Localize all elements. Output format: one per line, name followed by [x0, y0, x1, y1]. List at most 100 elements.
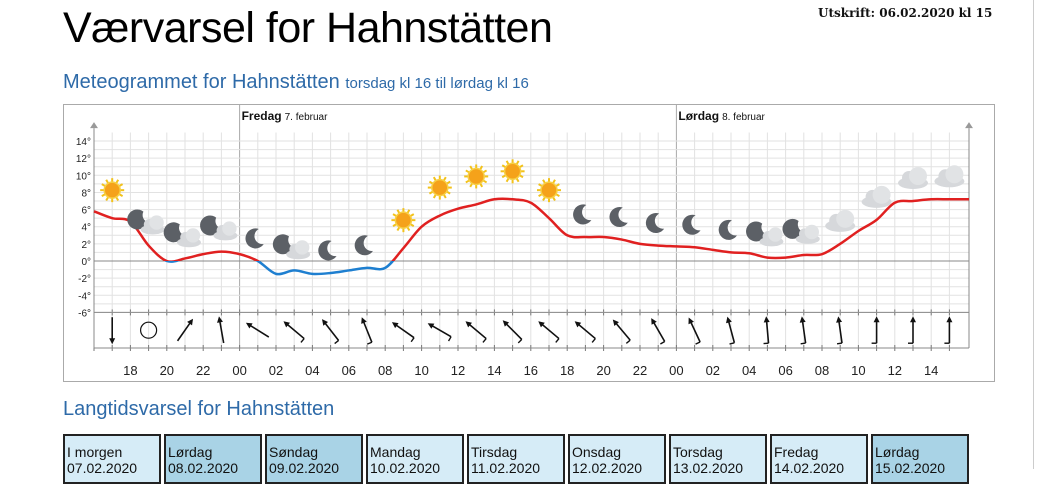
- x-tick-label: 10: [414, 363, 428, 378]
- wind-head: [835, 316, 842, 323]
- cloud-shape: [945, 165, 963, 183]
- y-tick-label: 2°: [81, 240, 91, 251]
- wind-arrow-icon: [357, 316, 375, 344]
- moon-cloud-icon: [200, 215, 237, 240]
- wind-arrow-icon: [872, 316, 880, 343]
- page-border: [1033, 0, 1034, 469]
- wind-shaft: [505, 322, 522, 339]
- day-name: Tirsdag: [471, 444, 563, 460]
- day-name: Lørdag: [678, 109, 719, 123]
- moon-shape: [245, 228, 263, 248]
- x-tick-label: 10: [851, 363, 865, 378]
- sun-disc: [395, 212, 411, 228]
- wind-head: [946, 316, 952, 322]
- x-tick-label: 12: [451, 363, 465, 378]
- cloud-shape: [873, 186, 891, 204]
- x-tick-label: 22: [633, 363, 647, 378]
- day-date: 7. februar: [285, 112, 328, 123]
- wind-barb: [411, 338, 414, 342]
- day-date: 08.02.2020: [168, 460, 260, 476]
- wind-arrow-icon: [944, 316, 952, 343]
- day-date: 07.02.2020: [67, 460, 159, 476]
- day-name: Mandag: [370, 444, 462, 460]
- x-tick-label: 00: [232, 363, 246, 378]
- wind-shaft: [430, 325, 451, 337]
- x-tick-label: 20: [596, 363, 610, 378]
- wind-arrow-icon: [609, 318, 632, 344]
- wind-head: [244, 320, 252, 328]
- day-date: 13.02.2020: [673, 460, 765, 476]
- cloud-shape: [768, 227, 782, 241]
- sun-disc: [432, 180, 448, 196]
- y-tick-label: -4°: [78, 291, 91, 302]
- day-name: Onsdag: [572, 444, 664, 460]
- x-tick-label: 04: [305, 363, 319, 378]
- meteogram-subtitle: torsdag kl 16 til lørdag kl 16: [345, 75, 528, 92]
- meteogram-heading: Meteogrammet for Hahnstätten torsdag kl …: [63, 71, 529, 94]
- wind-shaft: [577, 323, 595, 338]
- cloud-icon: [862, 186, 892, 208]
- x-tick-label: 14: [487, 363, 501, 378]
- wind-barb: [367, 342, 372, 344]
- day-date: 11.02.2020: [471, 460, 563, 476]
- y-tick-label: -6°: [78, 308, 91, 319]
- day-date: 12.02.2020: [572, 460, 664, 476]
- wind-arrow-icon: [499, 318, 524, 343]
- moon-icon: [573, 204, 591, 224]
- wind-head: [799, 316, 806, 323]
- day-date: 10.02.2020: [370, 460, 462, 476]
- cloud-shape: [149, 215, 163, 229]
- x-tick-label: 08: [815, 363, 829, 378]
- sun-icon: [100, 178, 124, 202]
- day-name: Fredag: [774, 444, 866, 460]
- x-tick-label: 06: [778, 363, 792, 378]
- day-date: 09.02.2020: [269, 460, 361, 476]
- wind-arrow-icon: [647, 317, 667, 344]
- wind-shaft: [286, 323, 304, 338]
- wind-barb: [518, 339, 522, 343]
- day-name: Søndag: [269, 444, 361, 460]
- moon-icon: [245, 228, 263, 248]
- wind-arrow-icon: [833, 316, 845, 344]
- wind-arrow-icon: [797, 316, 809, 344]
- sun-disc: [505, 163, 521, 179]
- wind-barb: [592, 339, 595, 343]
- page-title: Værvarsel for Hahnstätten: [63, 4, 552, 53]
- day-name: I morgen: [67, 444, 159, 460]
- day-name: Torsdag: [673, 444, 765, 460]
- day-name: Fredag: [242, 109, 282, 123]
- x-tick-label: 22: [196, 363, 210, 378]
- moon-cloud-icon: [273, 234, 310, 259]
- wind-barb: [626, 340, 630, 343]
- x-tick-label: 02: [269, 363, 283, 378]
- x-tick-label: 18: [123, 363, 137, 378]
- wind-arrow-icon: [571, 319, 597, 342]
- wind-barb: [301, 339, 304, 343]
- wind-arrow-icon: [389, 320, 416, 342]
- wind-barb: [730, 343, 735, 344]
- sun-icon: [537, 178, 561, 202]
- sun-icon: [464, 164, 488, 188]
- wind-barb: [660, 341, 664, 344]
- axis-arrow-icon: [965, 122, 973, 128]
- y-tick-label: 0°: [81, 257, 91, 268]
- day-name: Lørdag: [168, 444, 260, 460]
- wind-arrow-icon: [723, 316, 738, 344]
- moon-icon: [646, 213, 664, 233]
- wind-head: [216, 316, 223, 323]
- wind-barb: [449, 337, 452, 341]
- moon-cloud-icon: [746, 221, 783, 246]
- x-tick-label: 08: [378, 363, 392, 378]
- longterm-title: Langtidsvarsel for Hahnstätten: [63, 398, 334, 421]
- wind-head: [109, 338, 115, 344]
